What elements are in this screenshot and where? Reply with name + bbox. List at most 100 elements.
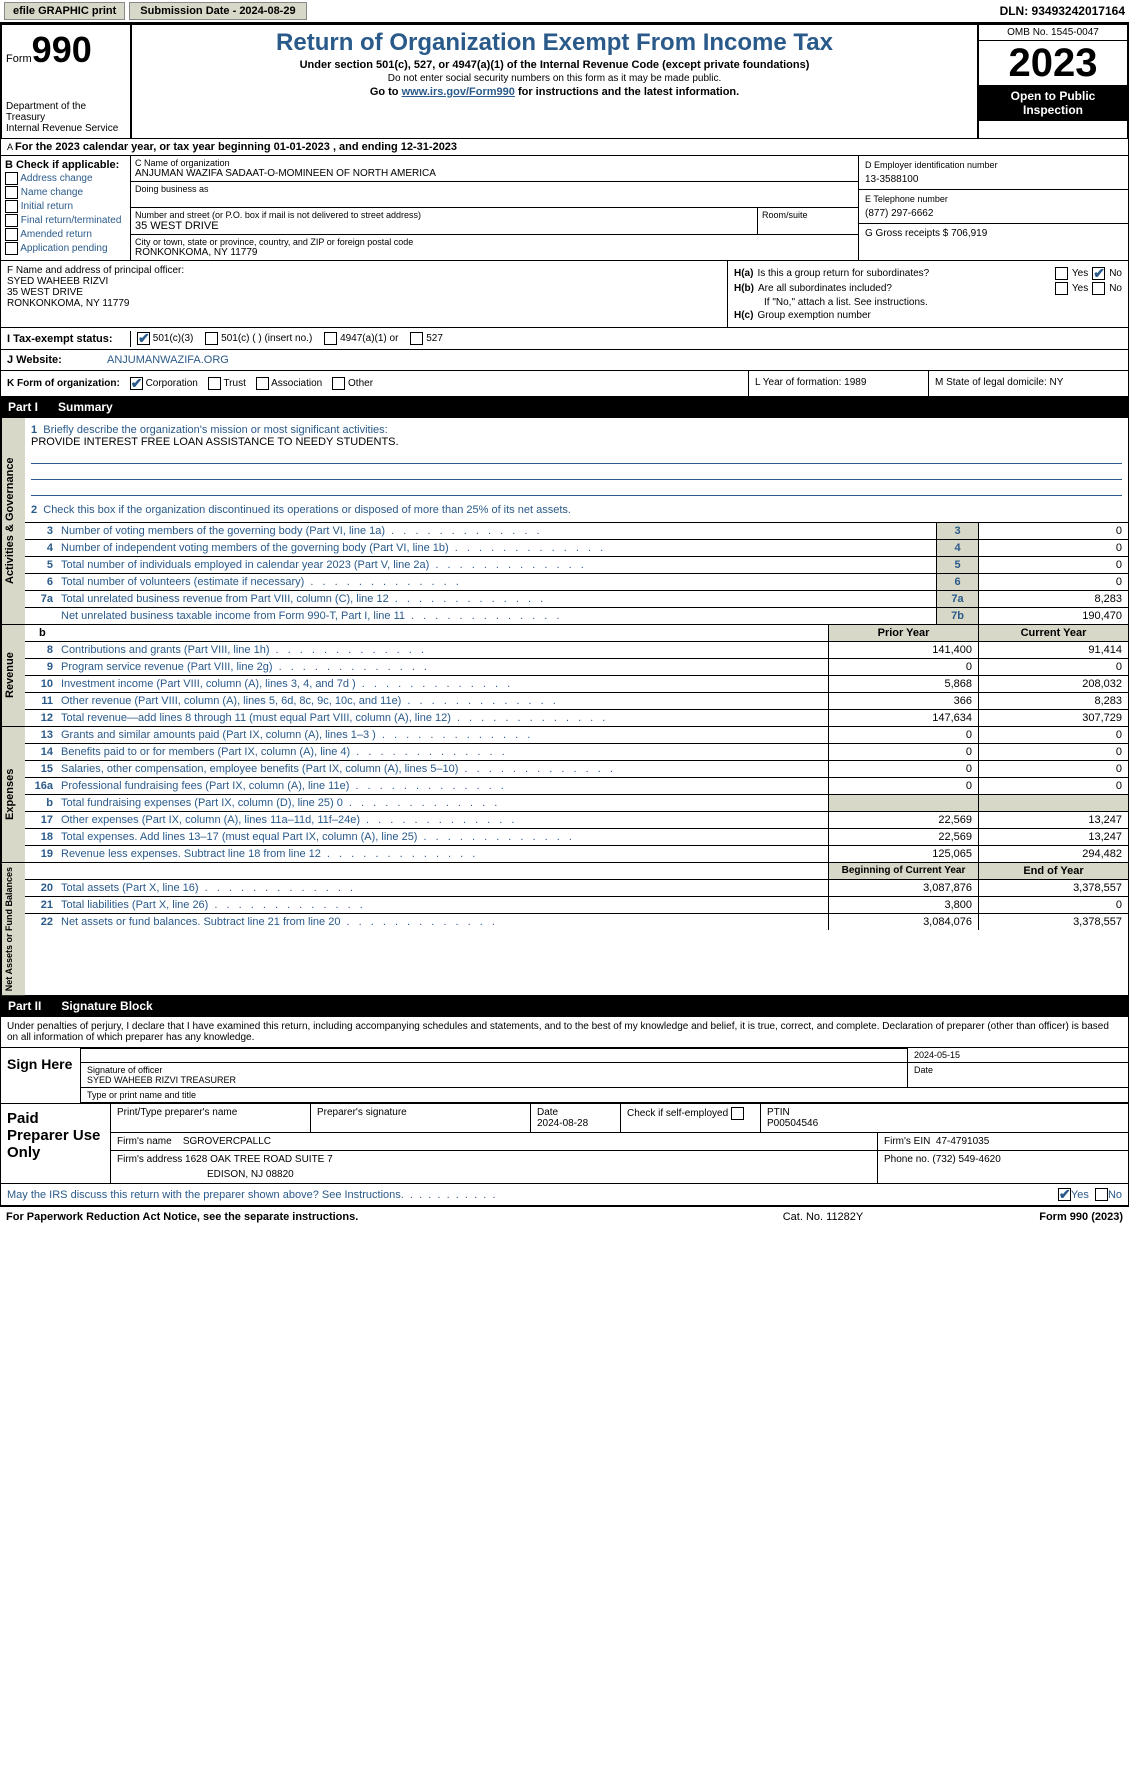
officer-row: F Name and address of principal officer:…	[0, 261, 1129, 328]
expenses-section: Expenses 13 Grants and similar amounts p…	[0, 727, 1129, 863]
page-footer: For Paperwork Reduction Act Notice, see …	[0, 1206, 1129, 1227]
line-18: 18 Total expenses. Add lines 13–17 (must…	[25, 829, 1128, 846]
hb-yes[interactable]	[1055, 282, 1068, 295]
check-initial-return[interactable]	[5, 200, 18, 213]
form-number: 990	[32, 29, 92, 70]
check-501c[interactable]	[205, 332, 218, 345]
efile-print-btn[interactable]: efile GRAPHIC print	[4, 2, 125, 20]
gov-line-3: 3 Number of voting members of the govern…	[25, 523, 1128, 540]
gross-receipts: G Gross receipts $ 706,919	[859, 224, 1128, 243]
check-name-change[interactable]	[5, 186, 18, 199]
gov-line-5: 5 Total number of individuals employed i…	[25, 557, 1128, 574]
line-19: 19 Revenue less expenses. Subtract line …	[25, 846, 1128, 862]
side-governance: Activities & Governance	[1, 418, 25, 624]
line-11: 11 Other revenue (Part VIII, column (A),…	[25, 693, 1128, 710]
check-self-employed[interactable]	[731, 1107, 744, 1120]
line-8: 8 Contributions and grants (Part VIII, l…	[25, 642, 1128, 659]
box-c: C Name of organization ANJUMAN WAZIFA SA…	[131, 156, 858, 260]
header-grid: B Check if applicable: Address change Na…	[0, 156, 1129, 261]
end-year-hdr: End of Year	[978, 863, 1128, 879]
subtitle-1: Under section 501(c), 527, or 4947(a)(1)…	[136, 59, 973, 71]
gov-line-4: 4 Number of independent voting members o…	[25, 540, 1128, 557]
line-k: K Form of organization: Corporation Trus…	[0, 371, 1129, 397]
org-name: ANJUMAN WAZIFA SADAAT-O-MOMINEEN OF NORT…	[135, 168, 854, 179]
form-title: Return of Organization Exempt From Incom…	[136, 29, 973, 57]
gov-line-7b: Net unrelated business taxable income fr…	[25, 608, 1128, 624]
line-20: 20 Total assets (Part X, line 16) 3,087,…	[25, 880, 1128, 897]
check-corp[interactable]	[130, 377, 143, 390]
top-bar: efile GRAPHIC print Submission Date - 20…	[0, 0, 1129, 23]
check-address-change[interactable]	[5, 172, 18, 185]
org-address: 35 WEST DRIVE	[135, 220, 753, 232]
begin-year-hdr: Beginning of Current Year	[828, 863, 978, 879]
officer-name: SYED WAHEEB RIZVI	[7, 276, 721, 287]
website-url[interactable]: ANJUMANWAZIFA.ORG	[101, 350, 1128, 370]
check-trust[interactable]	[208, 377, 221, 390]
part2-header: Part IISignature Block	[0, 996, 1129, 1016]
check-other[interactable]	[332, 377, 345, 390]
line-a: A For the 2023 calendar year, or tax yea…	[0, 139, 1129, 156]
current-year-hdr: Current Year	[978, 625, 1128, 641]
line-22: 22 Net assets or fund balances. Subtract…	[25, 914, 1128, 930]
firm-addr: 1628 OAK TREE ROAD SUITE 7	[185, 1154, 333, 1165]
gov-line-7a: 7a Total unrelated business revenue from…	[25, 591, 1128, 608]
tax-exempt-row: I Tax-exempt status: 501(c)(3) 501(c) ( …	[0, 328, 1129, 350]
irs-discuss-no[interactable]	[1095, 1188, 1108, 1201]
officer-sig: SYED WAHEEB RIZVI TREASURER	[87, 1075, 901, 1085]
form-label: Form	[6, 53, 32, 65]
line-14: 14 Benefits paid to or for members (Part…	[25, 744, 1128, 761]
governance-section: Activities & Governance 1 Briefly descri…	[0, 417, 1129, 625]
side-expenses: Expenses	[1, 727, 25, 862]
line-10: 10 Investment income (Part VIII, column …	[25, 676, 1128, 693]
irs-link[interactable]: www.irs.gov/Form990	[402, 86, 515, 98]
side-revenue: Revenue	[1, 625, 25, 726]
check-4947[interactable]	[324, 332, 337, 345]
tax-year: 2023	[979, 41, 1127, 85]
line-b: b Total fundraising expenses (Part IX, c…	[25, 795, 1128, 812]
check-amended[interactable]	[5, 228, 18, 241]
form-header: Form990 Department of the Treasury Inter…	[0, 23, 1129, 139]
hb-no[interactable]	[1092, 282, 1105, 295]
website-row: J Website: ANJUMANWAZIFA.ORG	[0, 350, 1129, 371]
mission-text: PROVIDE INTEREST FREE LOAN ASSISTANCE TO…	[31, 436, 1122, 448]
ptin: P00504546	[767, 1118, 818, 1129]
line-16a: 16a Professional fundraising fees (Part …	[25, 778, 1128, 795]
irs-discuss-yes[interactable]	[1058, 1188, 1071, 1201]
line-9: 9 Program service revenue (Part VIII, li…	[25, 659, 1128, 676]
sig-date: 2024-05-15	[908, 1048, 1128, 1062]
line-12: 12 Total revenue—add lines 8 through 11 …	[25, 710, 1128, 726]
firm-name: SGROVERCPALLC	[183, 1136, 271, 1147]
check-app-pending[interactable]	[5, 242, 18, 255]
year-formation: L Year of formation: 1989	[748, 371, 928, 396]
firm-ein: 47-4791035	[936, 1136, 989, 1147]
gov-line-6: 6 Total number of volunteers (estimate i…	[25, 574, 1128, 591]
ein: 13-3588100	[865, 174, 1122, 185]
signature-block: Under penalties of perjury, I declare th…	[0, 1016, 1129, 1206]
line-17: 17 Other expenses (Part IX, column (A), …	[25, 812, 1128, 829]
sign-here-label: Sign Here	[1, 1048, 81, 1103]
state-domicile: M State of legal domicile: NY	[928, 371, 1128, 396]
firm-phone: (732) 549-4620	[932, 1154, 1000, 1165]
dln: DLN: 93493242017164	[1000, 4, 1125, 18]
netassets-section: Net Assets or Fund Balances Beginning of…	[0, 863, 1129, 996]
side-netassets: Net Assets or Fund Balances	[1, 863, 25, 995]
revenue-section: Revenue b Prior Year Current Year 8 Cont…	[0, 625, 1129, 727]
line-21: 21 Total liabilities (Part X, line 26) 3…	[25, 897, 1128, 914]
check-assoc[interactable]	[256, 377, 269, 390]
submission-date: Submission Date - 2024-08-29	[129, 2, 306, 20]
check-527[interactable]	[410, 332, 423, 345]
open-inspection: Open to Public Inspection	[979, 85, 1127, 121]
prep-date: 2024-08-28	[537, 1118, 588, 1129]
ha-yes[interactable]	[1055, 267, 1068, 280]
line-13: 13 Grants and similar amounts paid (Part…	[25, 727, 1128, 744]
check-501c3[interactable]	[137, 332, 150, 345]
part1-header: Part ISummary	[0, 397, 1129, 417]
paid-preparer-label: Paid Preparer Use Only	[1, 1104, 111, 1183]
telephone: (877) 297-6662	[865, 208, 1122, 219]
line-15: 15 Salaries, other compensation, employe…	[25, 761, 1128, 778]
ha-no[interactable]	[1092, 267, 1105, 280]
org-city: RONKONKOMA, NY 11779	[135, 247, 854, 258]
box-b: B Check if applicable: Address change Na…	[1, 156, 131, 260]
check-final-return[interactable]	[5, 214, 18, 227]
sig-disclaimer: Under penalties of perjury, I declare th…	[1, 1017, 1128, 1048]
